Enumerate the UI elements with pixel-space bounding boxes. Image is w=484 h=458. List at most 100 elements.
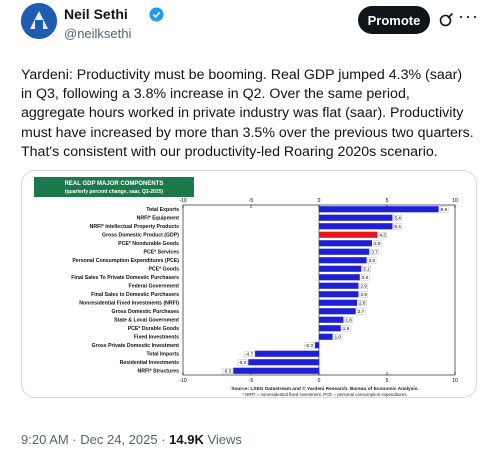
bar [248,359,319,366]
value-label: 2.9 [360,292,367,297]
value-label-box [361,274,370,281]
value-label-box [358,300,367,306]
author-handle[interactable]: @neilksethi [64,26,132,41]
value-label-box [344,317,354,323]
tick-label-bottom: 5 [386,378,389,384]
tweet-text: Yardeni: Productivity must be booming. R… [21,67,474,160]
category-label: Nonresidential Fixed Investments (NRFI) [79,301,179,307]
value-label-box [439,206,449,213]
category-label: PCE* Goods [148,267,179,273]
value-label: 3.1 [363,267,370,272]
bar [233,367,319,374]
value-label-box [359,291,369,298]
value-label: 2.9 [360,284,367,289]
category-label: State & Local Government [114,318,179,324]
value-label-box [378,232,388,239]
value-label: 3.0 [362,275,369,280]
bar [319,274,360,281]
tick-label-bottom: 10 [452,378,458,384]
bar [255,350,319,357]
chart-subtitle: (quarterly percent change, saar, Q3-2025… [65,189,163,195]
bar [319,240,373,247]
tick-label-top: -10 [179,198,186,204]
bar [319,248,370,255]
tick-label-top: -5 [249,198,254,204]
chart-source: Source: LSEG Datastream and © Yardeni Re… [231,385,418,392]
value-label: 1.8 [345,318,352,323]
category-label: Gross Private Domestic Investment [92,343,180,349]
value-label: 2.7 [358,309,365,314]
value-label-box [362,266,371,272]
value-label: 1.0 [335,335,342,340]
avatar[interactable] [21,3,57,39]
bar [319,231,378,238]
category-label: PCE* Durable Goods [128,326,179,332]
value-label-box [237,359,248,366]
bar-chart: REAL GDP MAJOR COMPONENTS (quarterly perc… [34,177,458,397]
value-label-box [393,215,403,221]
value-label-box [373,240,382,247]
value-label: 3.5 [369,258,376,263]
value-label: 3.9 [374,241,381,246]
category-label: PCE* Services [144,250,180,256]
bar [319,214,393,221]
value-label: 5.4 [394,216,401,221]
value-label: 2.8 [359,301,366,306]
value-label-box [370,249,379,255]
category-label: NRFI* Equipment [137,216,180,222]
promote-button[interactable]: Promote [358,6,430,34]
value-label: 5.4 [394,224,401,229]
bar [319,282,359,289]
grok-icon[interactable] [438,12,454,28]
bar [314,342,319,349]
value-label-box [333,334,343,340]
category-label: Gross Domestic Purchases [112,309,180,315]
bar [319,265,362,272]
value-label-box [222,368,233,374]
tick-label-bottom: 0 [318,378,321,384]
category-label: Personal Consumption Expenditures (PCE) [72,258,179,264]
chart-image[interactable]: REAL GDP MAJOR COMPONENTS (quarterly perc… [21,170,477,398]
value-label-box [367,257,377,264]
value-label-box [359,283,369,289]
tick-label-top: 10 [452,198,458,204]
category-label: Total Exports [146,207,179,213]
tweet-meta: 9:20 AM · Dec 24, 2025 · 14.9K Views [21,432,242,447]
value-label: 3.7 [371,250,378,255]
value-label: -5.2 [238,360,246,365]
value-label: 4.3 [379,233,386,238]
tick-label-top: 5 [386,198,389,204]
author-name[interactable]: Neil Sethi [64,6,128,22]
category-label: Federal Government [129,284,180,290]
bar [319,333,333,340]
tick-label-top: 0 [318,198,321,204]
category-label: NRFI* Structures [137,369,179,375]
category-label: Total Imports [147,352,180,358]
category-label: Gross Domestic Product (GDP) [102,233,179,239]
value-label: 1.6 [343,326,350,331]
value-label: 8.8 [441,207,448,212]
value-label-box [356,308,366,315]
chart-title-box [34,177,194,197]
bar [319,291,359,298]
value-label: -4.7 [245,352,253,357]
tick-label-bottom: -10 [179,378,186,384]
chart-title: REAL GDP MAJOR COMPONENTS [65,181,164,187]
tick-label-bottom: -5 [249,378,254,384]
bar [319,308,356,315]
value-label-box [393,223,403,230]
bar [319,316,344,323]
bar [319,299,358,306]
value-label-box [244,351,255,357]
bar [319,206,439,213]
bar [319,325,341,332]
more-options-icon[interactable]: ··· [458,6,479,26]
bar [319,223,393,230]
category-label: Residential Investments [120,360,180,366]
category-label: Final Sales To Private Domestic Purchase… [71,275,179,281]
views-count: 14.9K [169,432,204,447]
value-label: -0.3 [305,343,313,348]
tweet-timestamp[interactable]: 9:20 AM · Dec 24, 2025 · [21,432,170,447]
chart-footnote: * NRFI = nonresidential fixed investment… [242,392,407,397]
value-label-box [342,325,351,332]
